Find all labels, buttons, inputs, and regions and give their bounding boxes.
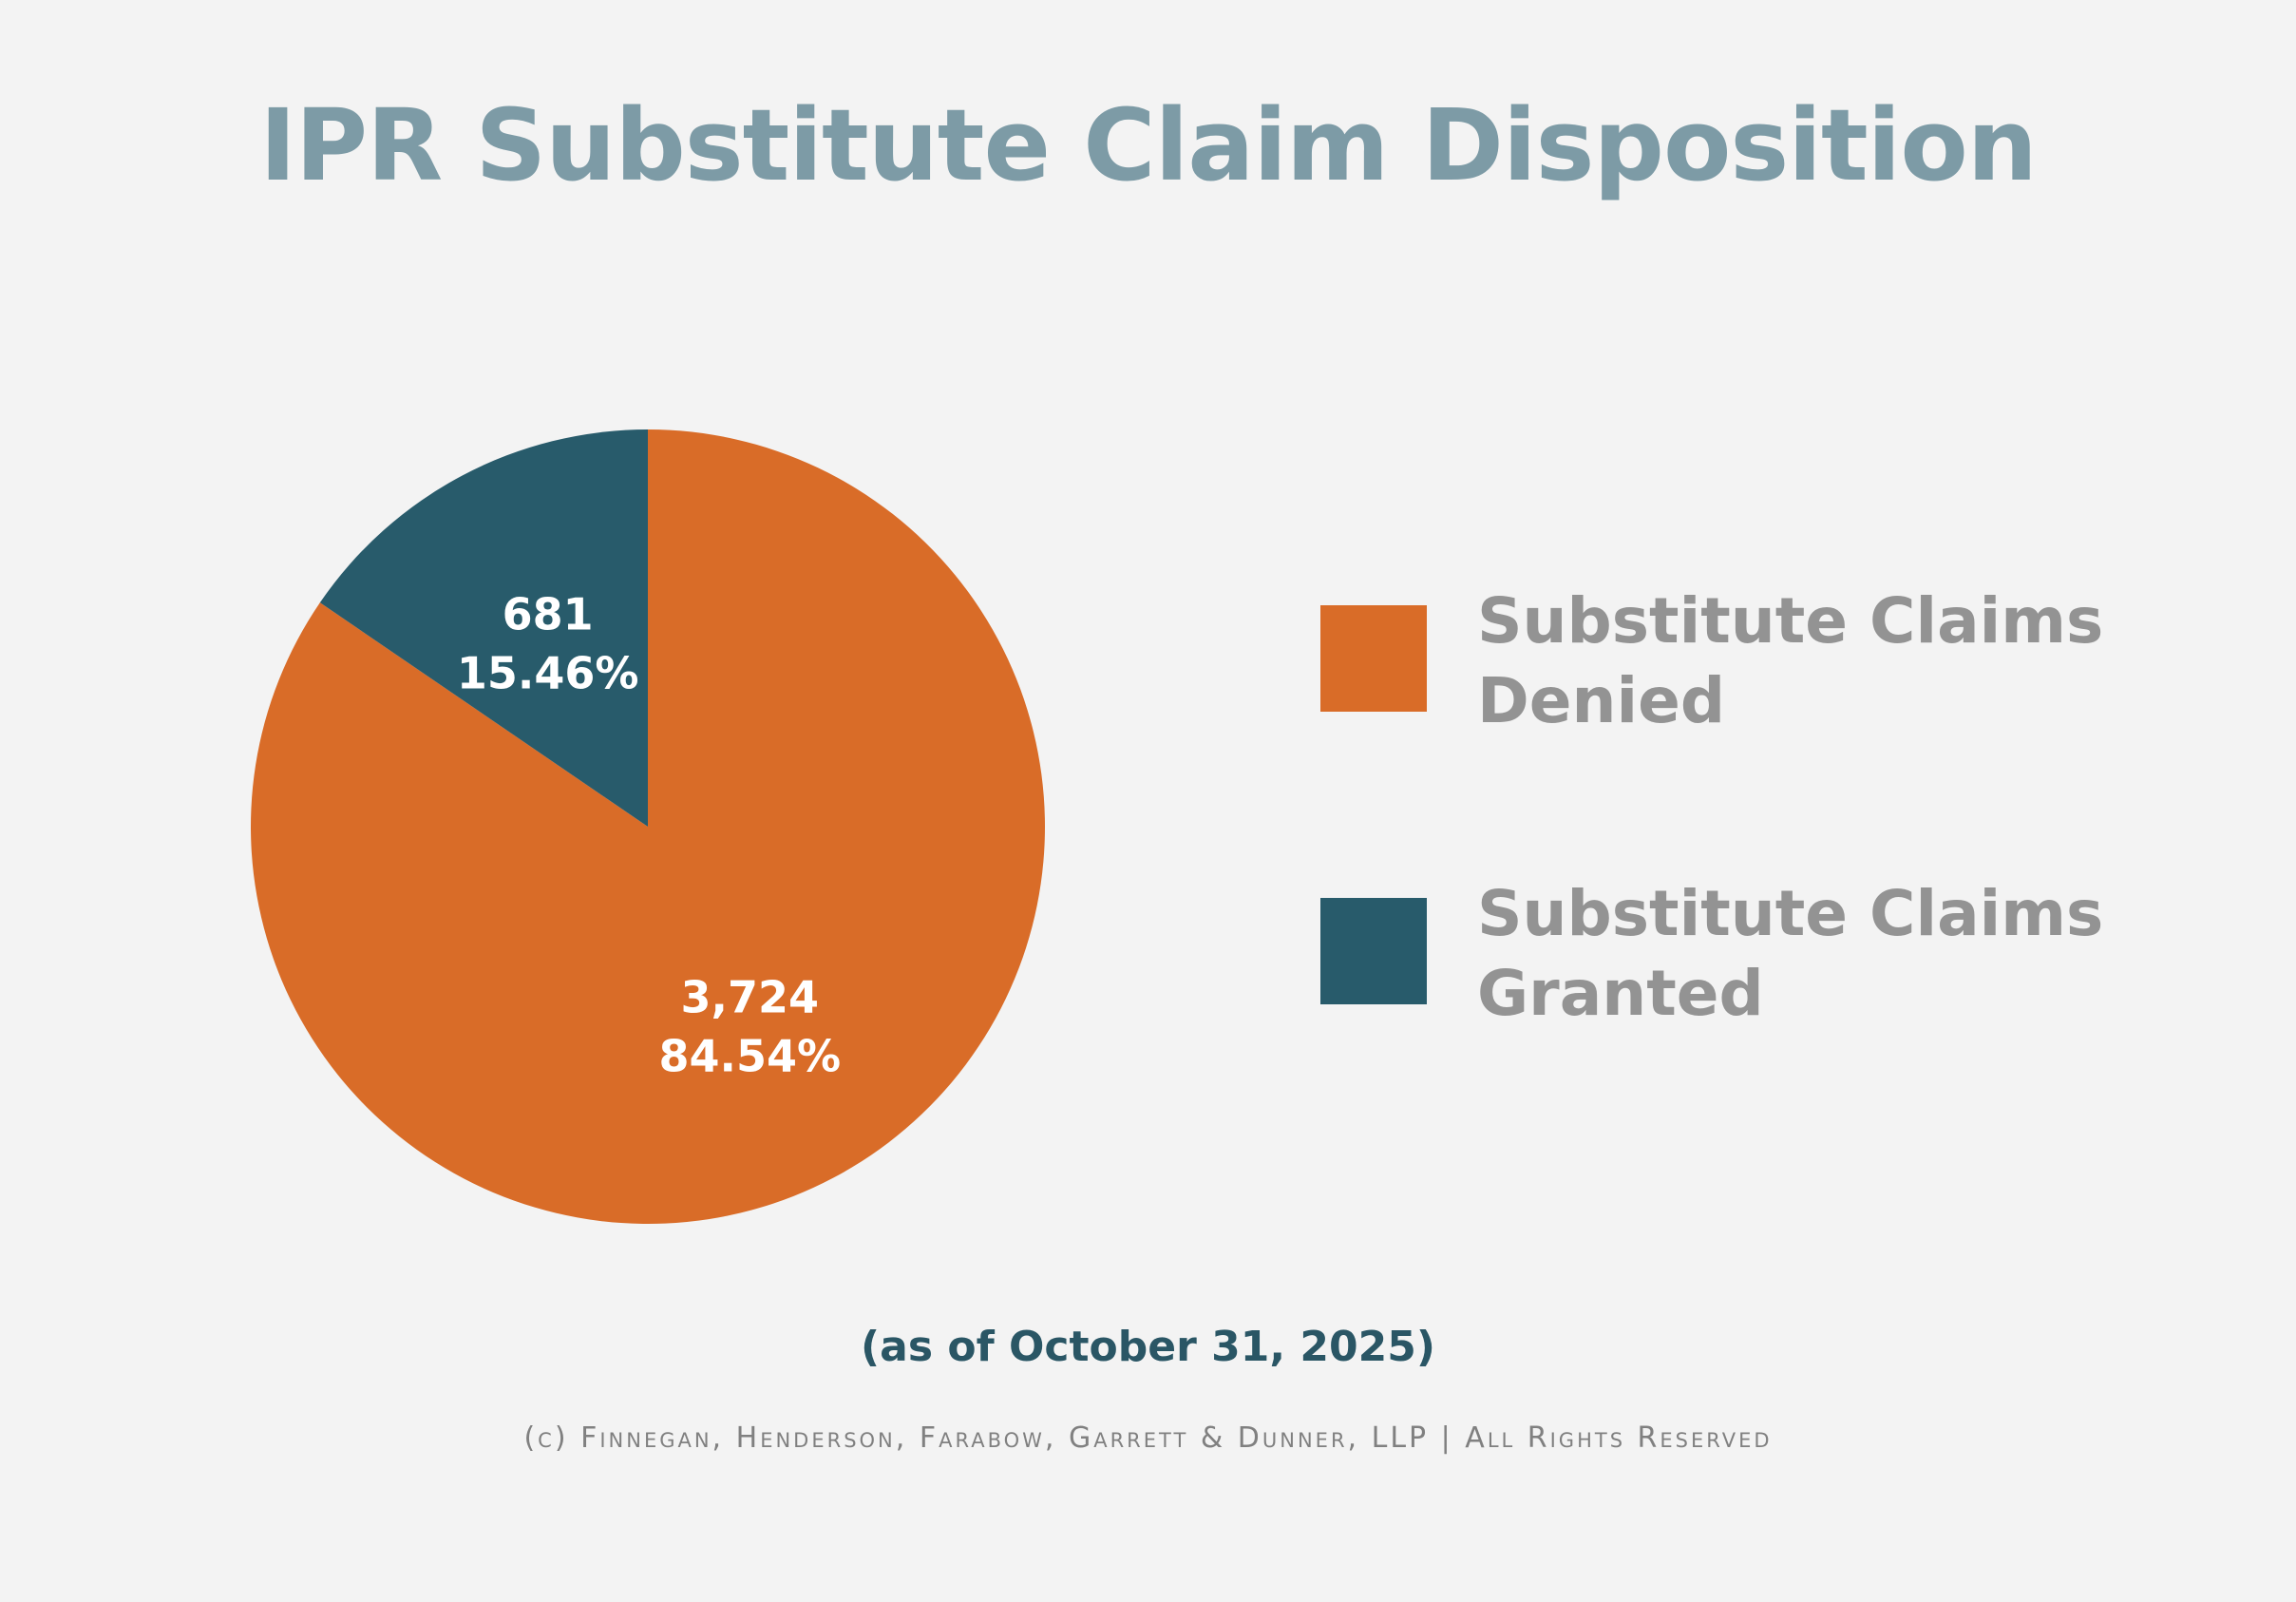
legend-label-granted: Substitute Claims Granted xyxy=(1477,874,2256,1034)
slice-percent-label-denied: 84.54% xyxy=(659,1030,842,1081)
slice-value-label-denied: 3,724 xyxy=(681,971,820,1022)
pie-slice-granted xyxy=(319,429,648,827)
chart-title: IPR Substitute Claim Disposition xyxy=(259,87,2038,203)
legend-label-denied: Substitute Claims Denied xyxy=(1477,582,2256,741)
slice-value-label-granted: 681 xyxy=(503,588,594,639)
pie-labels: 3,724 84.54% 681 15.46% xyxy=(457,588,841,1081)
legend-item-denied: Substitute Claims Denied xyxy=(1320,582,2270,743)
slice-percent-label-granted: 15.46% xyxy=(457,647,639,698)
legend-swatch-denied xyxy=(1320,605,1427,712)
legend-label-granted-line2: Granted xyxy=(1477,957,1764,1030)
legend-swatch-granted xyxy=(1320,898,1427,1004)
date-note: (as of October 31, 2025) xyxy=(861,1323,1435,1371)
legend-label-granted-line1: Substitute Claims xyxy=(1477,877,2104,950)
legend-label-denied-line1: Substitute Claims xyxy=(1477,584,2104,658)
legend-label-denied-line2: Denied xyxy=(1477,664,1726,737)
legend-item-granted: Substitute Claims Granted xyxy=(1320,874,2270,1036)
pie-slices xyxy=(250,429,1045,1224)
copyright-notice: (c) Finnegan, Henderson, Farabow, Garret… xyxy=(523,1421,1773,1455)
